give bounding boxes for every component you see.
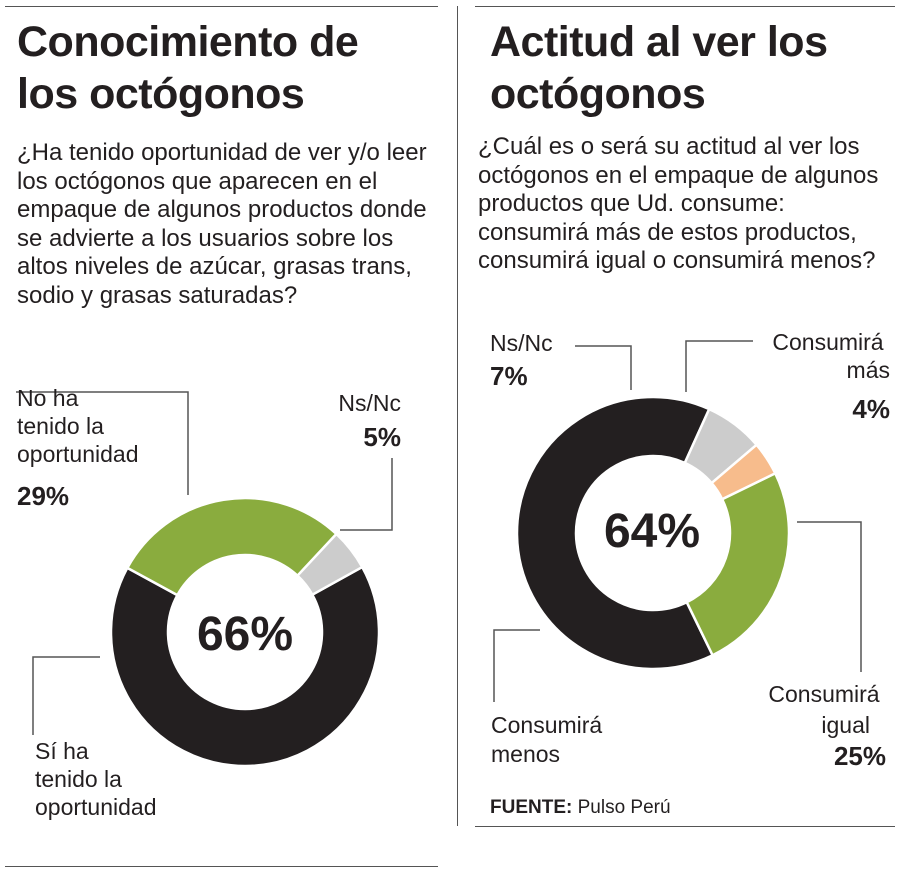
left-label-no-ha-line-2: tenido la	[17, 413, 104, 439]
right-label-consumira-menos-line-2: menos	[491, 741, 560, 767]
left-donut: 66%	[109, 496, 381, 768]
right-label-ns-nc: Ns/Nc	[490, 330, 553, 356]
left-label-si-ha-line-1: Sí ha	[35, 738, 89, 764]
left-slice-si-ha-tenido	[109, 565, 381, 768]
left-pct-ns-nc: 5%	[363, 422, 401, 452]
right-question: ¿Cuál es o será su actitud al ver los oc…	[478, 133, 879, 274]
left-label-si-ha-line-3: oportunidad	[35, 794, 157, 820]
left-label-si-ha: Sí ha tenido la oportunidad	[35, 738, 157, 820]
top-rule-left	[5, 6, 438, 7]
bottom-rule-right	[475, 826, 895, 827]
right-slice-consumira-menos	[515, 395, 715, 671]
left-leader-ns-nc	[340, 458, 393, 531]
right-label-consumira-mas: Consumirá más	[772, 329, 890, 383]
source-text: Pulso Perú	[577, 797, 671, 818]
right-label-consumira-menos: Consumirá menos	[491, 712, 609, 767]
right-leader-consumira-igual	[797, 521, 862, 672]
left-label-no-ha-line-1: No ha	[17, 385, 79, 411]
right-pct-consumira-mas: 4%	[852, 394, 890, 424]
left-pct-no-ha: 29%	[17, 481, 69, 511]
left-leader-no-ha	[16, 391, 189, 495]
left-label-no-ha: No ha tenido la oportunidad	[17, 385, 139, 467]
right-donut: 64%	[515, 395, 791, 671]
right-label-consumira-menos-line-1: Consumirá	[491, 712, 602, 738]
right-label-consumira-igual: Consumirá igual	[768, 681, 886, 738]
left-slice-ns-nc	[295, 532, 364, 597]
left-label-no-ha-line-3: oportunidad	[17, 441, 139, 467]
right-center-label: 64%	[604, 505, 700, 558]
right-label-consumira-igual-line-1: Consumirá	[768, 681, 879, 707]
left-slice-no-ha-tenido	[125, 496, 339, 597]
column-divider	[457, 6, 458, 826]
source-label: FUENTE:	[490, 797, 573, 818]
right-label-consumira-mas-line-2: más	[847, 357, 890, 383]
left-label-si-ha-line-2: tenido la	[35, 766, 122, 792]
right-title-line-1: Actitud al ver los	[490, 18, 828, 66]
left-center-label: 66%	[197, 608, 293, 661]
left-title-line-1: Conocimiento de	[17, 18, 359, 66]
right-leader-ns-nc	[575, 345, 632, 390]
left-leader-si-ha	[32, 656, 100, 735]
left-label-ns-nc: Ns/Nc	[338, 390, 401, 416]
right-leader-consumira-menos	[493, 629, 540, 702]
right-chart-title: Actitud al ver los octógonos	[490, 16, 828, 120]
right-label-consumira-igual-line-2: igual	[821, 712, 870, 738]
bottom-rule-left	[5, 866, 438, 867]
right-title-line-2: octógonos	[490, 70, 706, 118]
top-rule-right	[475, 6, 895, 7]
right-label-consumira-mas-line-1: Consumirá	[772, 329, 883, 355]
right-leader-consumira-mas	[685, 340, 753, 392]
left-chart-title: Conocimiento de los octógonos	[17, 16, 359, 120]
left-question: ¿Ha tenido oportunidad de ver y/o leer l…	[17, 139, 427, 309]
right-pct-consumira-igual: 25%	[834, 741, 886, 771]
left-title-line-2: los octógonos	[17, 70, 305, 118]
source-note: FUENTE: Pulso Perú	[490, 797, 671, 819]
right-pct-ns-nc: 7%	[490, 361, 528, 391]
right-slice-consumira-igual	[685, 471, 791, 657]
